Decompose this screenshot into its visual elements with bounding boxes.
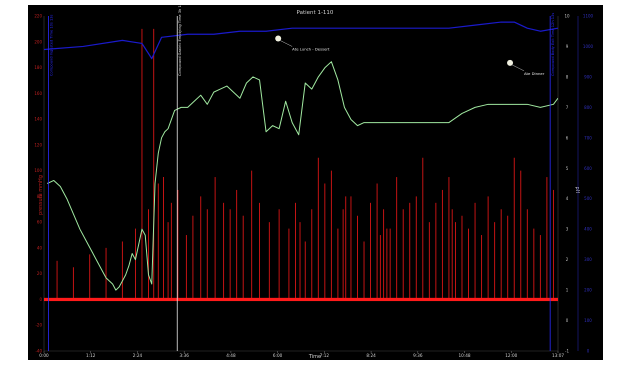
y-right-ph-tick-label: 0 <box>566 318 569 323</box>
y-right-blue-tick-label: 300 <box>584 257 592 262</box>
x-tick-label: 8:24 <box>366 353 376 358</box>
y-right-blue-tick-label: 700 <box>584 135 592 140</box>
y-left-tick-label: 0 <box>39 297 42 302</box>
annotation-label: Ate Dinner <box>524 71 545 76</box>
x-tick-label: 10:48 <box>459 353 471 358</box>
y-right-ph-tick-label: -1 <box>565 349 569 354</box>
x-tick-label: 9:36 <box>413 353 423 358</box>
y-right-blue-tick-label: 1000 <box>583 44 594 49</box>
annotation-leader <box>511 64 525 72</box>
y-right-blue-tick-label: 800 <box>584 105 592 110</box>
y-right-ph-tick-label: 8 <box>566 74 569 79</box>
y-left-tick-label: -20 <box>35 323 42 328</box>
y-right-ph-tick-label: 7 <box>566 105 569 110</box>
y-right-ph-tick-label: 4 <box>566 196 569 201</box>
annotation-vertical-label: Compound Gastric Emptying Time 3h 16s <box>178 5 182 76</box>
y-right-blue-tick-label: 200 <box>584 288 592 293</box>
y-left-tick-label: -40 <box>35 349 42 354</box>
y-right-ph-tick-label: 2 <box>566 257 569 262</box>
chart-svg: Patient 1-110 Time pressure mmHg pH 0:00… <box>28 5 603 360</box>
x-tick-label: 6:00 <box>273 353 283 358</box>
y-left-tick-label: 140 <box>34 117 42 122</box>
y-right-blue-tick-label: 100 <box>584 318 592 323</box>
annotation-marker <box>275 35 282 42</box>
y-axis-label-left: pressure mmHg <box>38 175 44 215</box>
y-right-blue-tick-label: 600 <box>584 166 592 171</box>
y-right-ph-tick-label: 10 <box>564 14 570 19</box>
y-right-ph-tick-label: 3 <box>566 227 569 232</box>
annotation-vertical-label: Compound Ingested Time 10s 13s <box>50 14 54 76</box>
x-tick-label: 13:07 <box>552 353 564 358</box>
annotation-label: Ate Lunch - Dessert <box>292 46 330 51</box>
y-right-blue-tick-label: 0 <box>587 349 590 354</box>
y-right-blue-tick-label: 1100 <box>583 14 594 19</box>
y-left-tick-label: 40 <box>37 245 43 250</box>
x-tick-label: 0:00 <box>39 353 49 358</box>
x-tick-label: 1:12 <box>86 353 96 358</box>
y-left-tick-label: 160 <box>34 91 42 96</box>
y-right-ph-tick-label: 6 <box>566 135 569 140</box>
chart-title: Patient 1-110 <box>297 10 334 16</box>
x-tick-label: 2:24 <box>133 353 143 358</box>
y-left-tick-label: 100 <box>34 168 42 173</box>
green-series-line <box>47 61 558 291</box>
x-tick-label: 4:48 <box>226 353 236 358</box>
y-left-tick-label: 60 <box>37 220 43 225</box>
y-right-ph-tick-label: 1 <box>566 288 569 293</box>
annotation-vertical-label: Compound Body Exit Time 12h 13s <box>551 13 555 76</box>
y-right-blue-tick-label: 400 <box>584 227 592 232</box>
y-left-tick-label: 80 <box>37 194 43 199</box>
x-tick-label: 3:36 <box>179 353 189 358</box>
y-right-ph-tick-label: 5 <box>566 166 569 171</box>
y-left-tick-label: 180 <box>34 65 42 70</box>
y-left-tick-label: 220 <box>34 14 42 19</box>
annotation-marker <box>507 59 514 66</box>
y-left-tick-label: 20 <box>37 271 43 276</box>
annotation-leader <box>280 40 293 47</box>
y-right-ph-tick-label: 9 <box>566 44 569 49</box>
y-right-blue-tick-label: 500 <box>584 196 592 201</box>
y-left-tick-label: 120 <box>34 142 42 147</box>
x-tick-label: 7:12 <box>320 353 330 358</box>
chart-frame: Patient 1-110 Time pressure mmHg pH 0:00… <box>28 5 603 360</box>
y-axis-label-right-ph: pH <box>574 187 580 194</box>
red-series-baseline <box>44 297 558 302</box>
y-right-blue-tick-label: 900 <box>584 74 592 79</box>
x-tick-label: 12:00 <box>505 353 517 358</box>
plot-background <box>28 5 603 360</box>
x-axis-label: Time <box>308 354 321 360</box>
blue-series-line <box>44 21 558 60</box>
y-left-tick-label: 200 <box>34 39 42 44</box>
